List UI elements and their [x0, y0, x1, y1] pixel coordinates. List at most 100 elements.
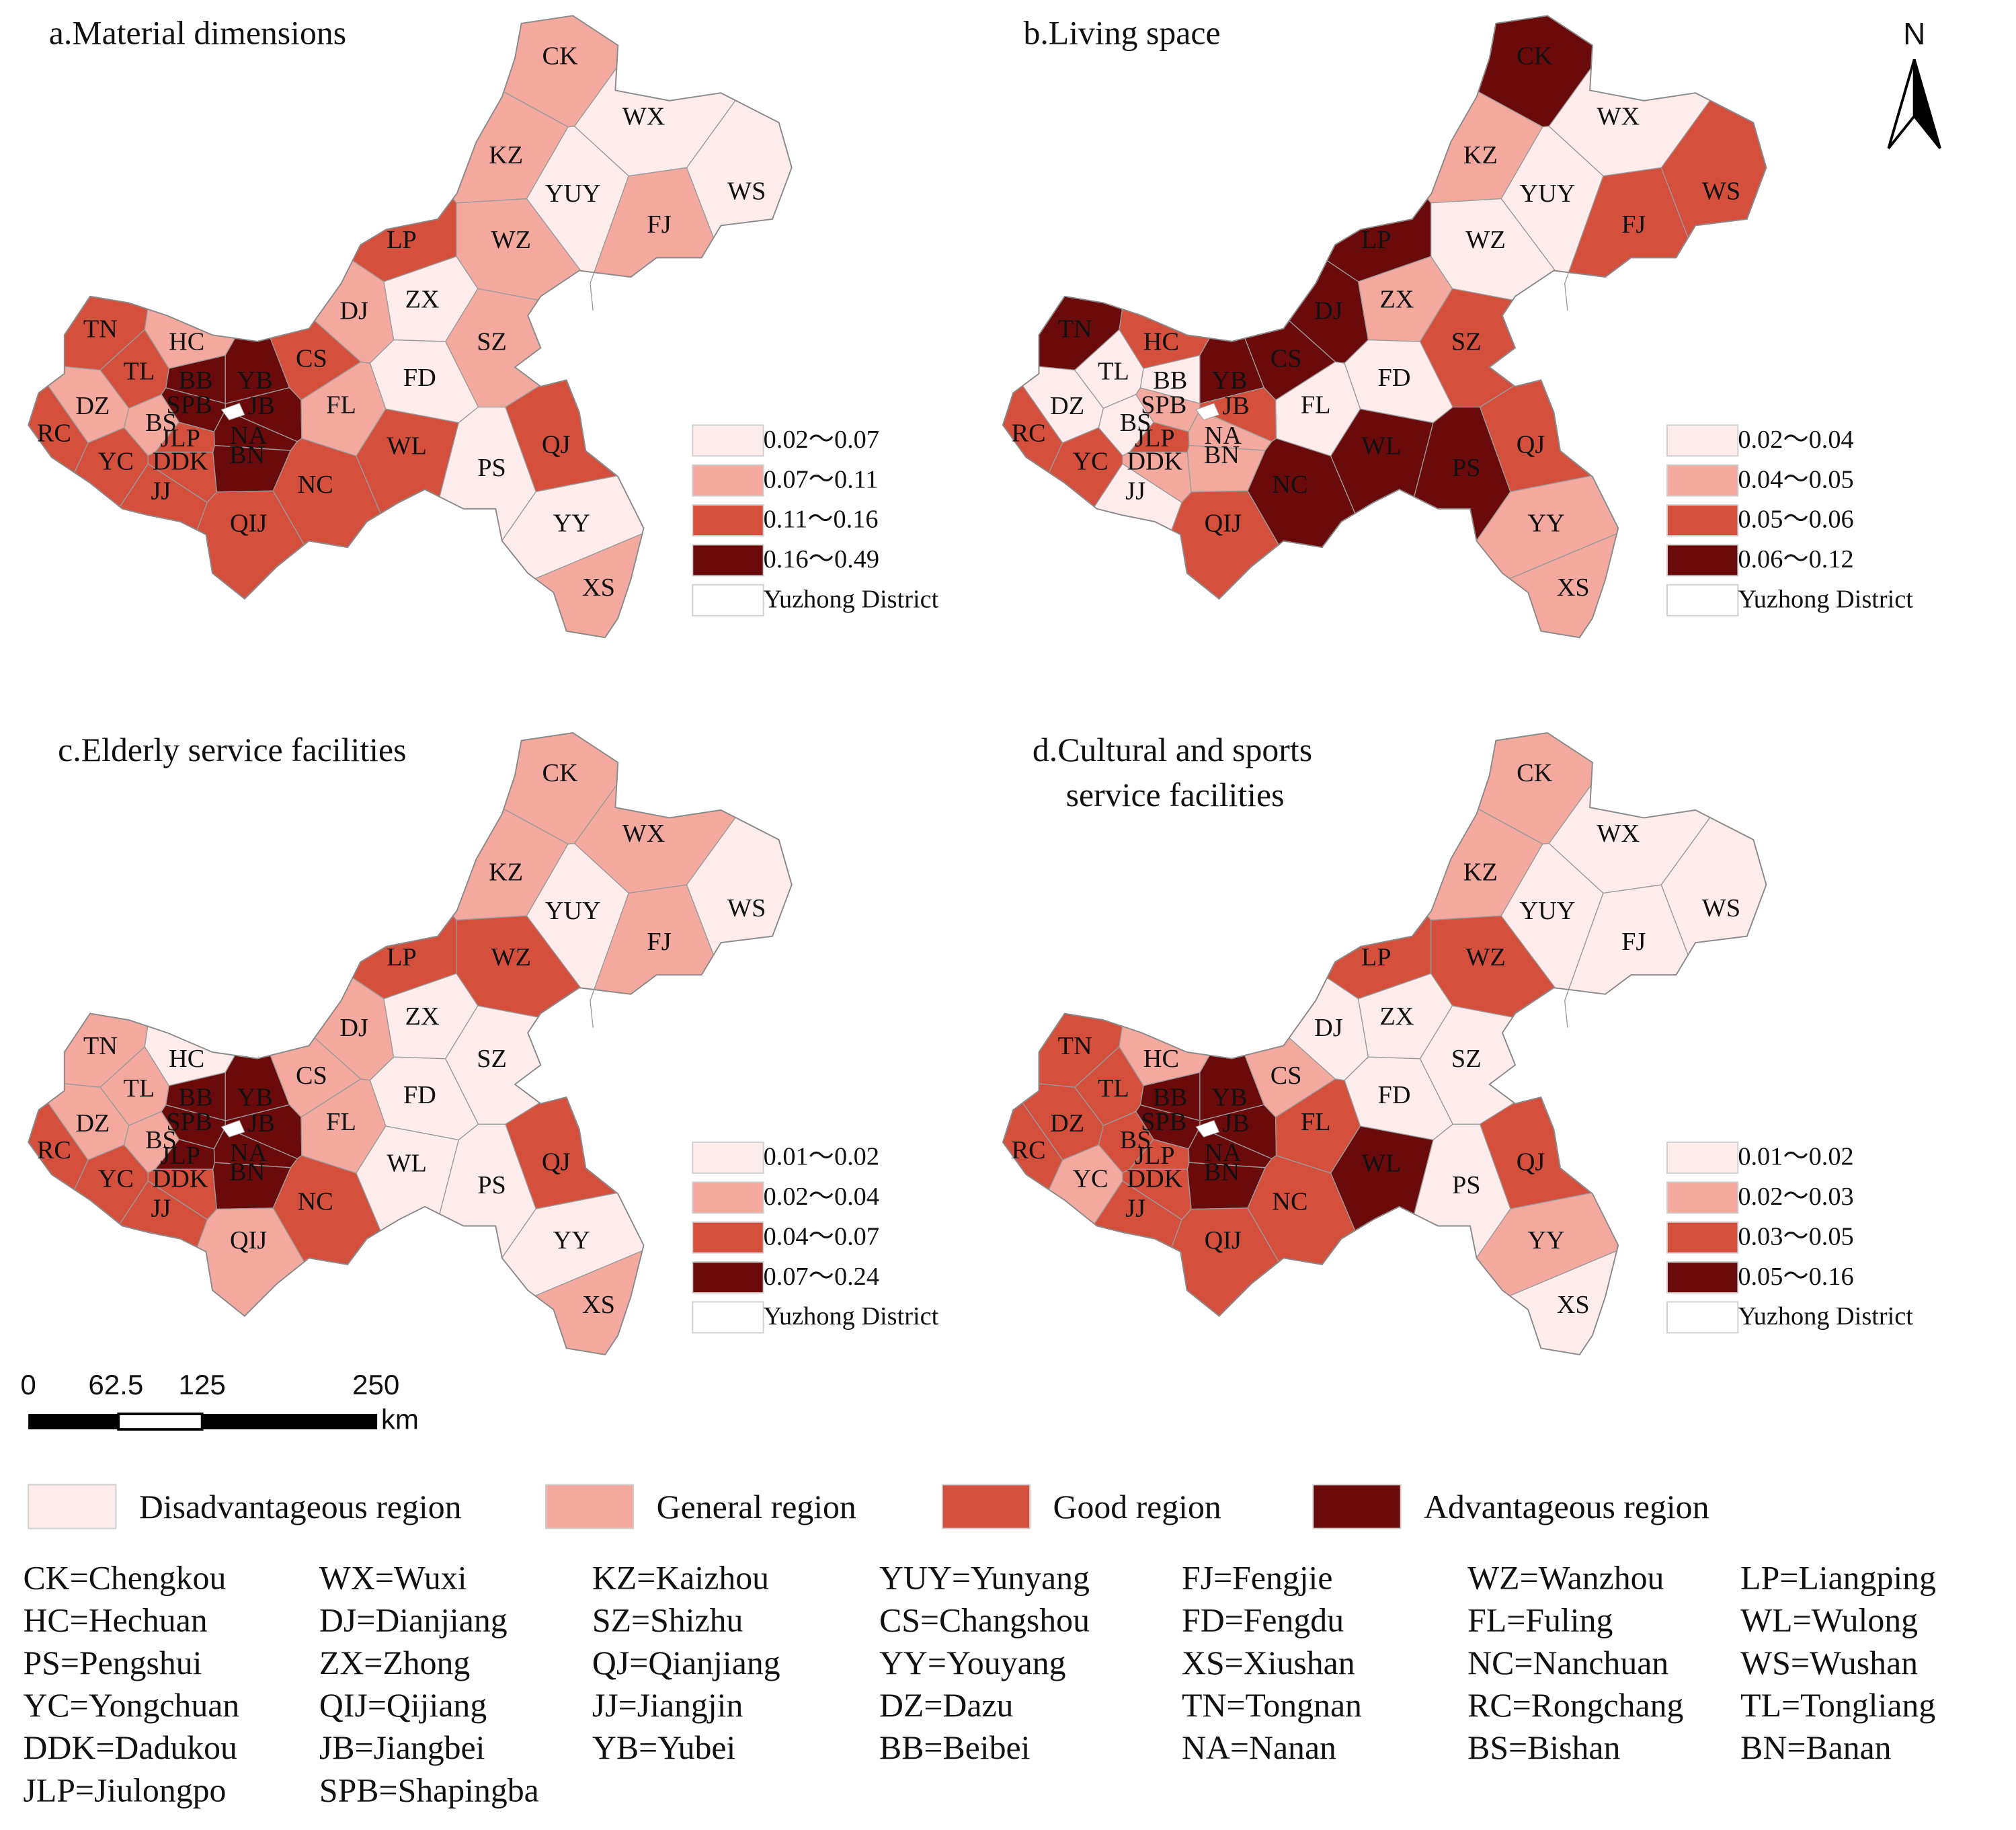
district-label: BN	[229, 441, 265, 469]
district-label: NC	[1272, 1188, 1307, 1216]
district-label: YB	[1211, 366, 1247, 395]
abbreviation: NA=Nanan	[1182, 1729, 1336, 1766]
legend-swatch	[1666, 1181, 1739, 1214]
abbreviation: XS=Xiushan	[1182, 1644, 1355, 1681]
district-label: CK	[1517, 759, 1553, 787]
district-label: BB	[179, 1084, 213, 1112]
district-label: CS	[1271, 344, 1302, 372]
district-label: DDK	[153, 448, 208, 476]
district-label: YC	[98, 448, 134, 476]
legend-label: 0.05～0.16	[1738, 1263, 1853, 1291]
scale-bar: 0 62.5 125 250 km	[20, 1369, 419, 1435]
legend-swatch	[1666, 1221, 1739, 1254]
legend-label: 0.04～0.05	[1738, 465, 1853, 493]
legend-swatch	[1666, 1301, 1739, 1334]
district-label: NA	[230, 1139, 268, 1167]
legend-label: 0.01～0.02	[1738, 1143, 1853, 1171]
district-label: SZ	[1451, 1045, 1482, 1073]
district-label: ZX	[1379, 285, 1414, 313]
district-label: NC	[1272, 471, 1307, 499]
yuzhong-district	[220, 1119, 245, 1138]
district-label: JB	[1222, 1109, 1249, 1138]
district-label: CS	[296, 1062, 327, 1090]
abbreviation: WZ=Wanzhou	[1467, 1559, 1664, 1596]
district-label: DDK	[153, 1164, 208, 1193]
district-label: FL	[326, 1108, 356, 1136]
legend-label: 0.05～0.06	[1738, 506, 1853, 534]
legend-label: 0.02～0.07	[764, 426, 879, 454]
district-label: BN	[1204, 1158, 1240, 1187]
abbreviation: DJ=Dianjiang	[319, 1602, 508, 1639]
district-label: BN	[229, 1158, 265, 1187]
district-label: DDK	[1127, 448, 1182, 476]
district-label: CS	[296, 344, 327, 372]
scale-unit: km	[381, 1404, 419, 1435]
legend-label: Yuzhong District	[1738, 1302, 1913, 1330]
district-label: FD	[403, 1081, 436, 1109]
legend-label: 0.07～0.11	[764, 465, 879, 493]
district-label: SZ	[477, 1045, 507, 1073]
district-label: WX	[622, 820, 666, 848]
abbreviation: YY=Youyang	[879, 1644, 1066, 1681]
abbreviation: WX=Wuxi	[319, 1559, 467, 1596]
district-label: BB	[1153, 366, 1187, 395]
region-label: Advantageous region	[1424, 1488, 1709, 1525]
district-label: JJ	[1125, 477, 1145, 506]
legend-swatch	[692, 584, 764, 616]
district-label: BN	[1204, 441, 1240, 469]
legend-label: 0.04～0.07	[764, 1222, 879, 1250]
legend-swatch	[692, 544, 764, 577]
abbreviation: QJ=Qianjiang	[592, 1644, 780, 1681]
legend-label: 0.02～0.04	[1738, 426, 1853, 454]
north-label: N	[1903, 16, 1925, 51]
legend-label: 0.02～0.03	[1738, 1183, 1853, 1211]
district-label: WX	[622, 102, 666, 130]
abbreviation: ZX=Zhong	[319, 1644, 470, 1681]
district-label: FL	[1301, 391, 1331, 419]
legend-swatch	[692, 464, 764, 497]
district-label: WZ	[491, 943, 532, 971]
district-label: DJ	[1314, 1014, 1343, 1042]
district-label: SPB	[166, 391, 212, 419]
outline	[28, 732, 793, 1356]
district-label: JJ	[151, 477, 171, 506]
district-label: LP	[1361, 226, 1392, 254]
district-label: PS	[1452, 454, 1481, 482]
abbreviation: RC=Rongchang	[1467, 1687, 1683, 1724]
district-label: HC	[169, 327, 204, 356]
abbreviation: FL=Fuling	[1467, 1602, 1613, 1639]
district-label: YC	[98, 1164, 134, 1193]
district-label: TL	[1098, 1074, 1129, 1103]
abbreviation: QIJ=Qijiang	[319, 1687, 487, 1724]
district-label: FL	[1301, 1108, 1331, 1136]
district-label: JJ	[1125, 1194, 1145, 1222]
abbreviation: NC=Nanchuan	[1467, 1644, 1668, 1681]
abbreviation: BN=Banan	[1740, 1729, 1892, 1766]
district-label: JLP	[1135, 1142, 1175, 1170]
region-label: General region	[657, 1488, 856, 1525]
yuzhong-district	[1195, 1119, 1220, 1138]
legend-label: 0.16～0.49	[764, 545, 879, 573]
district-label: SPB	[1141, 1108, 1186, 1136]
district-label: PS	[477, 454, 506, 482]
legend-swatch	[692, 424, 764, 457]
district-label: SPB	[1141, 391, 1186, 419]
district-label: KZ	[489, 858, 523, 886]
district-label: RC	[1012, 1136, 1046, 1164]
district-label: BB	[1153, 1084, 1187, 1112]
district-label: BB	[179, 366, 213, 395]
district-label: YB	[1211, 1084, 1247, 1112]
district-label: PS	[477, 1171, 506, 1199]
district-label: XS	[582, 1291, 615, 1319]
yuzhong-district	[220, 403, 245, 421]
district-label: NC	[298, 471, 333, 499]
district-label: YC	[1072, 1164, 1108, 1193]
district-label: WX	[1597, 102, 1640, 130]
district-label: DJ	[339, 297, 368, 325]
district-label: YUY	[545, 897, 601, 925]
district-label: BS	[1120, 409, 1152, 437]
district-label: QIJ	[230, 1226, 267, 1255]
abbreviation: DDK=Dadukou	[23, 1729, 237, 1766]
north-arrow: N	[1887, 16, 1941, 149]
district-label: ZX	[1379, 1002, 1414, 1031]
